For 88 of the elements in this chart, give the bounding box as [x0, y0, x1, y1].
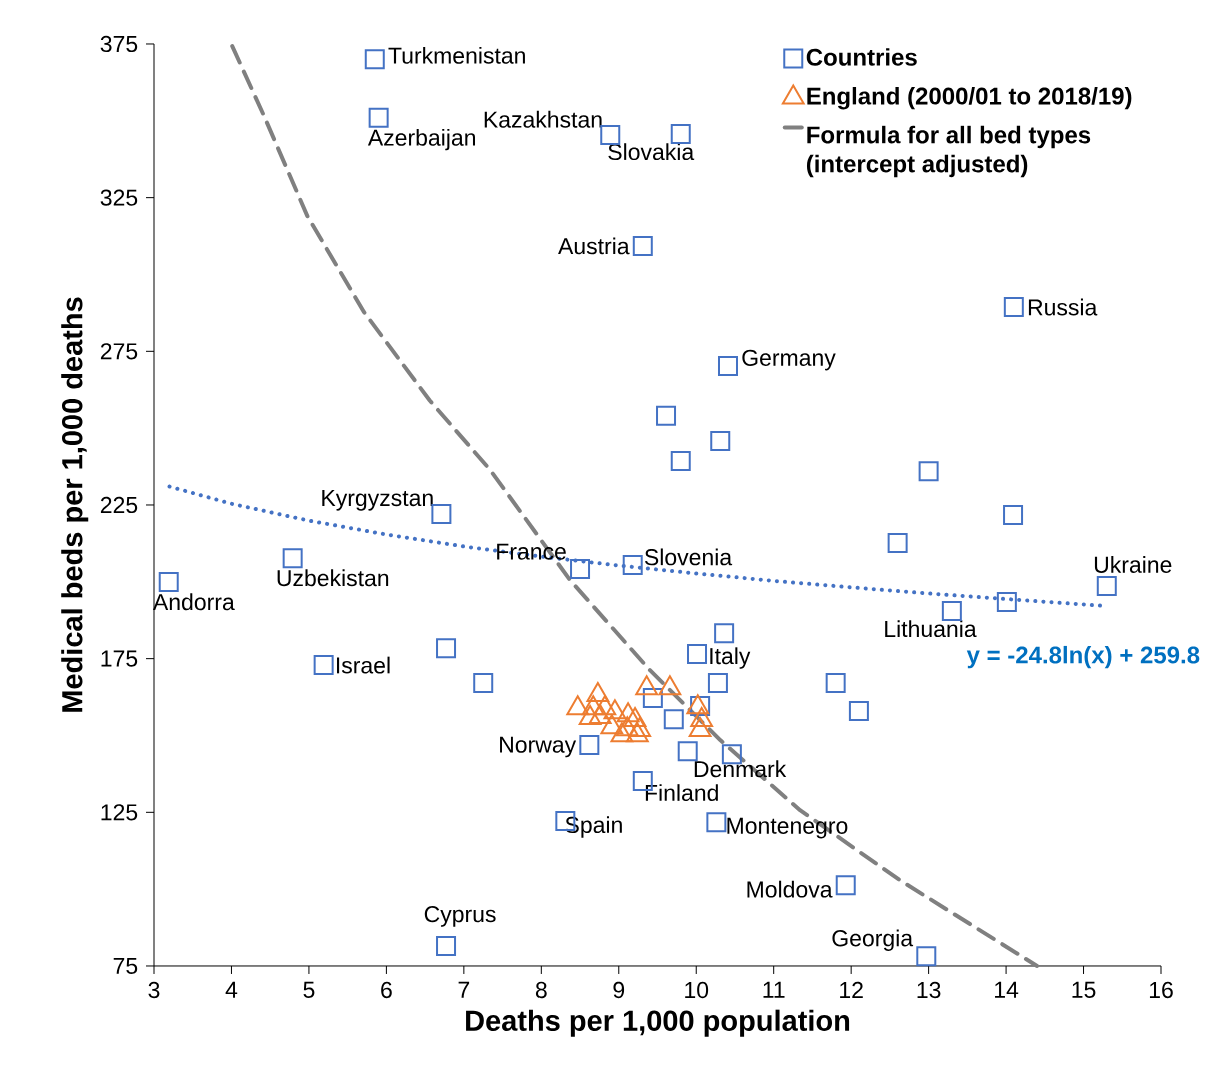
point: [313, 655, 334, 676]
point: [677, 741, 698, 762]
point: [835, 875, 856, 896]
point: [1096, 576, 1117, 597]
annotation: Cyprus: [424, 905, 496, 927]
x-axis-title: Deaths per 1,000 population: [466, 1009, 850, 1037]
y-tick-label: 125: [101, 804, 138, 821]
point: [579, 735, 600, 756]
x-tick-label: 11: [763, 981, 785, 998]
x-tick-label: 4: [225, 981, 238, 998]
point: [436, 638, 457, 659]
legend-label: England (2000/01 to 2018/19): [807, 86, 1132, 110]
point: [916, 946, 937, 967]
y-tick-label: 175: [101, 650, 138, 667]
annotation: Georgia: [832, 929, 914, 951]
x-tick-label: 16: [1149, 981, 1173, 999]
point: [473, 672, 494, 693]
x-tick-label: 5: [303, 981, 315, 998]
legend-label: Countries: [806, 48, 917, 66]
annotation: Germany: [742, 349, 836, 371]
point: [282, 548, 303, 569]
x-tick-label: 8: [535, 981, 547, 999]
point: [622, 554, 643, 575]
point: [1003, 505, 1024, 526]
point: [368, 107, 389, 128]
point: [158, 572, 179, 593]
annotation: Finland: [645, 784, 718, 802]
annotation: Azerbaijan: [367, 128, 476, 151]
annotation: Austria: [558, 237, 630, 255]
point: [706, 812, 727, 833]
annotation: Spain: [565, 816, 622, 838]
annotation: Lithuania: [885, 620, 977, 638]
annotation: Montenegro: [727, 817, 848, 839]
point: [600, 124, 621, 145]
point: [364, 49, 385, 70]
point: [825, 672, 846, 693]
point: [714, 623, 735, 644]
point: [941, 601, 962, 622]
annotation: Ukraine: [1094, 556, 1172, 573]
annotation: y = -24.8ln(x) + 259.8: [966, 645, 1200, 669]
x-tick-label: 15: [1072, 981, 1096, 998]
annotation: Kyrgyzstan: [322, 490, 433, 511]
point: [848, 700, 869, 721]
y-tick-label: 375: [100, 35, 138, 53]
legend-label: Formula for all bed types (intercept adjusted): [806, 125, 1091, 178]
point: [642, 687, 663, 708]
annotation: France: [497, 543, 566, 560]
point: [918, 461, 939, 482]
point: [570, 558, 591, 579]
x-tick-label: 7: [458, 981, 470, 998]
annotation: Moldova: [747, 880, 833, 898]
x-tick-label: 9: [613, 981, 625, 999]
y-tick-label: 75: [113, 957, 138, 974]
point: [663, 709, 684, 730]
annotation: Andorra: [152, 593, 235, 611]
point: [656, 405, 677, 426]
annotation: Denmark: [694, 760, 787, 778]
point: [718, 356, 738, 377]
annotation: Slovakia: [608, 143, 695, 161]
point: [687, 644, 708, 665]
x-tick-label: 6: [381, 981, 392, 999]
x-tick-label: 10: [685, 981, 709, 999]
x-tick-label: 3: [148, 981, 160, 999]
y-tick-label: 325: [100, 189, 138, 206]
point: [670, 124, 691, 145]
annotation: Slovenia: [644, 548, 733, 566]
annotation: Uzbekistan: [277, 569, 389, 587]
annotation: Italy: [710, 647, 751, 669]
point: [1003, 297, 1024, 318]
x-tick-label: 14: [995, 981, 1019, 998]
point: [887, 533, 908, 554]
point: [710, 431, 731, 452]
annotation: Norway: [500, 736, 577, 758]
x-tick-label: 13: [917, 981, 941, 999]
x-tick-label: 12: [840, 981, 863, 998]
y-tick-label: 275: [100, 343, 138, 360]
annotation: Israel: [336, 656, 390, 674]
point: [670, 451, 691, 472]
point: [632, 235, 653, 256]
point: [996, 592, 1017, 613]
annotation: Kazakhstan: [484, 110, 602, 128]
annotation: Russia: [1028, 298, 1098, 316]
point: [707, 672, 728, 693]
point: [431, 503, 452, 524]
y-axis-title: Medical beds per 1,000 deaths: [61, 297, 89, 712]
y-tick-label: 225: [100, 496, 138, 514]
point: [436, 936, 457, 957]
annotation: Turkmenistan: [388, 46, 525, 64]
